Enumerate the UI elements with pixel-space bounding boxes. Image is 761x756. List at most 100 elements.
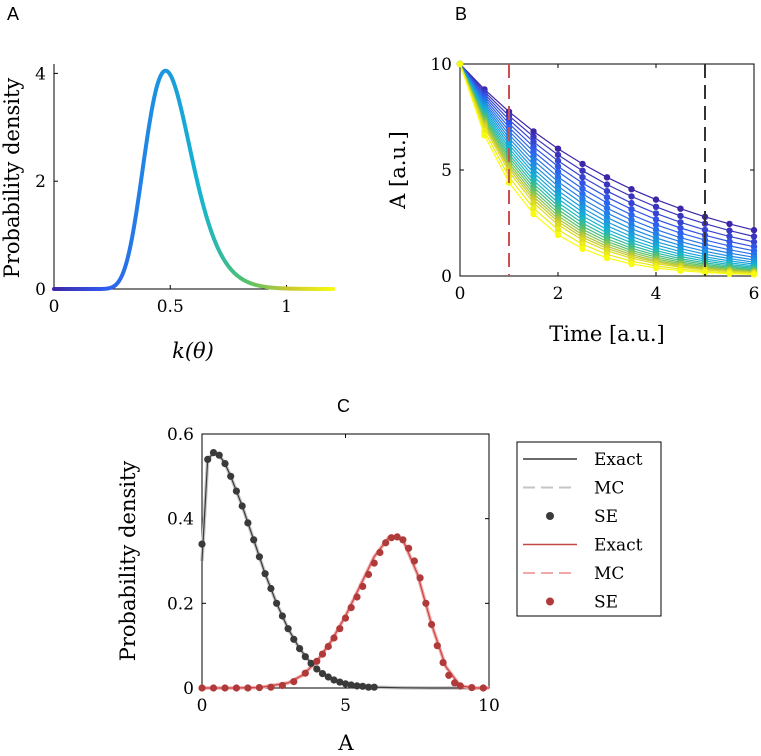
panel-c-se-red-point [451,679,459,687]
panel-c-se-red-point [347,604,355,612]
panel-b-trajectory-point [554,145,562,152]
panel-c-se-red-point [428,620,436,629]
panel-c-se-red-point [209,684,218,692]
panel-b-trajectory-point [603,199,611,207]
y-tick-label: 0 [183,679,194,699]
panel-c-se-black-point [353,682,361,690]
panel-c-se-red-point [405,544,413,552]
panel-c-se-red-point [359,582,367,591]
panel-b-trajectory-point [603,187,611,195]
panel-c-se-black-point [273,599,281,607]
panel-c-x-label: A [337,731,354,755]
panel-b-y-label: A [a.u.] [386,131,410,210]
panel-c-se-black-point [278,612,286,620]
panel-c-se-red-point [376,548,384,557]
y-tick-label: 5 [441,161,452,181]
panel-b-trajectory-point [652,221,660,228]
panel-b-trajectory-point [628,211,635,218]
y-tick-label: 2 [35,172,46,192]
panel-c-se-red-point [364,570,373,579]
panel-b-trajectory-point [603,254,611,262]
panel-b-trajectory-point [628,260,635,268]
panel-c-se-black-point [336,678,344,686]
panel-c-se-red-point [318,650,327,658]
panel-c-se-red-point [439,659,447,667]
legend-entry-label: SE [594,593,618,613]
panel-c-se-red-point [445,671,453,679]
panel-b-trajectory-point [554,231,562,239]
panel-b-trajectory-point [677,212,684,220]
panel-c-se-black-point [284,625,292,633]
y-tick-label: 0 [35,280,46,300]
panel-c-se-red-point [278,681,286,690]
panel-c-legend: Exact MC SE Exact MC SE [516,441,662,617]
panel-c-se-red-point [255,684,263,692]
panel-b-trajectory-point [750,226,758,234]
panel-b-trajectory-point [603,205,611,212]
x-tick-label: 0.5 [157,297,184,317]
panel-c-se-red-point [324,642,332,651]
panel-letter-c: C [337,396,350,416]
panel-c-se-black-point [238,502,246,510]
panel-b-trajectory-point [530,148,537,155]
panel-b-trajectory-point [481,132,488,139]
panel-c-se-black-point [232,487,240,495]
panel-c-se-black-point [324,673,332,681]
panel-c-se-black-point [370,683,378,691]
panel-b-trajectory-point [554,168,562,175]
panel-c-se-black-point [347,681,355,689]
panel-b-trajectory-point [603,181,611,188]
x-tick-label: 10 [478,696,500,716]
legend-swatch-marker [546,597,554,606]
panel-c-se-black-point [290,635,298,643]
x-tick-label: 4 [651,284,662,304]
panel-c-se-red-point [382,539,390,547]
legend-box [516,441,662,617]
panel-c-exact-black-line [201,452,489,689]
panel-c-se-red-point [353,593,361,601]
panel-b-trajectory-point [603,209,611,217]
panel-c-se-black-point [364,683,373,691]
legend-entry-label: MC [594,564,624,584]
panel-b-trajectory-point [701,269,709,276]
panel-b-ticks: 0 2 4 6 0 5 10 [430,55,759,304]
panel-a-x-label: k(θ) [172,339,214,363]
panel-b-x-label: Time [a.u.] [549,322,665,346]
panel-b-trajectory-point [530,152,537,160]
panel-b-trajectory-point [677,205,684,212]
panel-b-trajectory-point [652,216,660,223]
panel-c-se-black-point [359,682,367,690]
panel-b-trajectory-point [652,226,660,233]
panel-a-chart: 0 0.5 1 0 2 4 k(θ) Probability density [0,64,335,363]
panel-b-trajectory-point [677,229,684,237]
y-tick-label: 10 [430,55,452,75]
panel-c-se-black-point [296,645,304,653]
panel-b-trajectory-point [701,226,709,234]
panel-c-frame [201,433,490,689]
panel-b-trajectory-point [579,173,586,181]
panel-c-se-black-point [307,659,315,668]
panel-b-trajectory-point [603,194,611,201]
panel-c-mc-black-line [200,450,489,690]
panel-b-trajectory-point [750,233,758,240]
panel-c-se-red-point [232,684,240,692]
panel-c-se-red-point [399,536,407,544]
panel-b-trajectory-point [652,196,660,203]
panel-b-trajectory-point [554,226,562,233]
panel-c-se-red-point [393,533,401,541]
panel-c-se-red-point [433,642,441,650]
panel-b-vertical-lines [508,64,706,276]
legend-entry-label: Exact [594,536,643,556]
panel-c-se-black-point [318,670,327,678]
panel-c-se-black-point [341,680,350,688]
panel-b-trajectory-point [677,224,684,232]
legend-swatch-marker [546,512,554,520]
panel-c-se-black-point [255,553,263,561]
panel-c-exact-red-line [202,536,489,689]
panel-b-trajectory-point [603,174,611,181]
x-tick-label: 5 [340,696,351,716]
panel-a-density-curve [52,68,335,291]
panel-b-trajectory-point [677,219,684,226]
panel-b-trajectory-point [579,245,586,252]
panel-b-chart: 0 2 4 6 0 5 10 Time [a.u.] A [a.u.] [386,55,759,346]
